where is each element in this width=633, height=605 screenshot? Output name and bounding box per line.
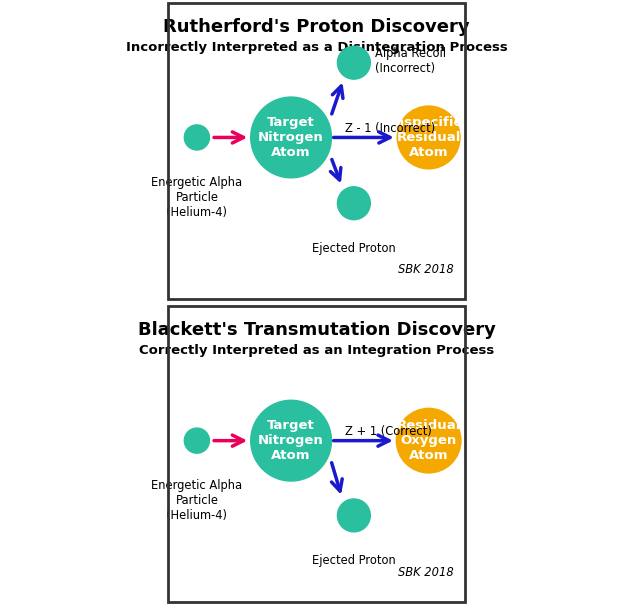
Text: Alpha Recoil
(Incorrect): Alpha Recoil (Incorrect) [375,47,446,75]
Circle shape [251,401,332,481]
Circle shape [337,46,370,79]
Text: SBK 2018: SBK 2018 [398,263,453,275]
Text: Target
Nitrogen
Atom: Target Nitrogen Atom [258,419,324,462]
Text: Rutherford's Proton Discovery: Rutherford's Proton Discovery [163,18,470,36]
Text: Ejected Proton: Ejected Proton [312,554,396,567]
Text: Correctly Interpreted as an Integration Process: Correctly Interpreted as an Integration … [139,344,494,358]
Circle shape [184,125,210,150]
Text: Energetic Alpha
Particle
(Helium-4): Energetic Alpha Particle (Helium-4) [151,175,242,219]
Text: Ejected Proton: Ejected Proton [312,241,396,255]
Circle shape [251,97,332,178]
Circle shape [396,408,461,473]
Text: Unspecified
Residual
Atom: Unspecified Residual Atom [385,116,473,159]
Text: Energetic Alpha
Particle
(Helium-4): Energetic Alpha Particle (Helium-4) [151,479,242,522]
Circle shape [398,106,460,169]
Text: Z - 1 (Incorrect): Z - 1 (Incorrect) [345,122,435,135]
Text: SBK 2018: SBK 2018 [398,566,453,579]
Text: Target
Nitrogen
Atom: Target Nitrogen Atom [258,116,324,159]
Text: Blackett's Transmutation Discovery: Blackett's Transmutation Discovery [137,321,496,339]
Text: Incorrectly Interpreted as a Disintegration Process: Incorrectly Interpreted as a Disintegrat… [125,41,508,54]
Text: Z + 1 (Correct): Z + 1 (Correct) [345,425,432,438]
Circle shape [337,187,370,220]
Circle shape [337,499,370,532]
Circle shape [184,428,210,453]
Text: Residual
Oxygen
Atom: Residual Oxygen Atom [396,419,461,462]
